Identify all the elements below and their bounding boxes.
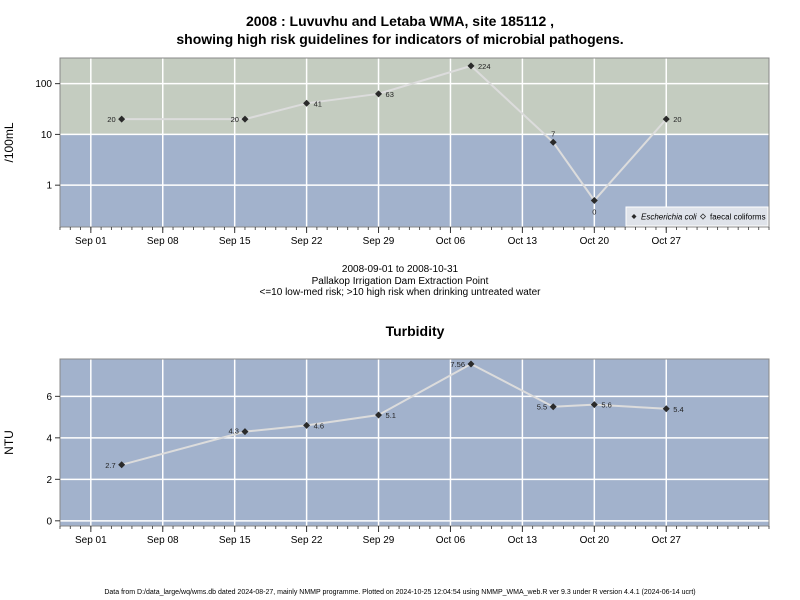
x-tick-label: Oct 20 xyxy=(580,236,610,247)
chart-title-line1: 2008 : Luvuvhu and Letaba WMA, site 1851… xyxy=(245,13,555,29)
legend-label-faecal: faecal coliforms xyxy=(710,213,766,222)
data-point xyxy=(549,403,557,411)
x-tick-label: Oct 20 xyxy=(580,535,610,546)
x-tick-label: Oct 13 xyxy=(508,236,538,247)
data-point xyxy=(467,62,475,70)
x-tick-label: Sep 08 xyxy=(147,535,179,546)
x-tick-label: Oct 06 xyxy=(436,236,466,247)
x-tick-label: Sep 29 xyxy=(363,535,395,546)
y-tick-label: 100 xyxy=(35,79,52,90)
x-tick-label: Sep 15 xyxy=(219,236,251,247)
data-label: 2.7 xyxy=(105,461,115,470)
data-label: 5.5 xyxy=(537,403,547,412)
plot-background xyxy=(60,359,769,526)
chart-title-line2: showing high risk guidelines for indicat… xyxy=(176,31,624,47)
x-tick-label: Oct 06 xyxy=(436,535,466,546)
data-point xyxy=(118,115,126,123)
turbidity-chart: Sep 01 Sep 08 Sep 15 Sep 22 Sep 29 Oct 06 Oct … xyxy=(2,323,770,546)
data-label: 5.1 xyxy=(386,411,396,420)
data-point xyxy=(303,99,311,107)
legend-box xyxy=(625,206,769,227)
x-tick-label: Sep 08 xyxy=(147,236,179,247)
series-line xyxy=(121,64,667,203)
data-label: 7.56 xyxy=(450,360,465,369)
x-tick-label: Sep 22 xyxy=(291,236,323,247)
x-tick-label: Oct 13 xyxy=(508,535,538,546)
chart-title: Turbidity xyxy=(386,323,445,339)
data-point xyxy=(590,401,598,409)
y-axis-label: NTU xyxy=(2,430,16,455)
series-line xyxy=(121,362,667,466)
data-point xyxy=(303,421,311,429)
x-tick-label: Sep 01 xyxy=(75,535,107,546)
high-risk-band xyxy=(60,58,769,135)
y-tick-label: 6 xyxy=(46,392,52,403)
data-label: 7 xyxy=(551,129,555,138)
date-range-caption: 2008-09-01 to 2008-10-31 xyxy=(341,264,459,275)
data-label: 4.6 xyxy=(314,421,324,430)
data-label: 20 xyxy=(107,115,115,124)
x-tick-label: Oct 27 xyxy=(652,535,682,546)
x-tick-label: Oct 27 xyxy=(652,236,682,247)
data-label: 41 xyxy=(314,99,322,108)
data-label: 63 xyxy=(386,90,394,99)
data-label: 20 xyxy=(673,115,681,124)
data-point xyxy=(375,90,383,98)
y-tick-label: 4 xyxy=(46,433,52,444)
x-tick-label: Sep 22 xyxy=(291,535,323,546)
y-tick-label: 10 xyxy=(41,130,53,141)
plot-frame xyxy=(59,57,770,228)
x-tick-label: Sep 01 xyxy=(75,236,107,247)
data-point xyxy=(118,461,126,469)
data-label: 20 xyxy=(231,115,239,124)
data-point xyxy=(662,405,670,413)
y-tick-label: 0 xyxy=(46,516,52,527)
data-point xyxy=(467,360,475,368)
legend-label-ecoli: Escherichia coli xyxy=(641,213,697,222)
data-label: 5.6 xyxy=(601,401,611,410)
site-name-caption: Pallakop Irrigation Dam Extraction Point xyxy=(311,276,489,287)
y-tick-label: 2 xyxy=(46,475,52,486)
x-tick-label: Sep 15 xyxy=(219,535,251,546)
ecoli-chart: Sep 01 Sep 08 Sep 15 Sep 22 Sep 29 Oct 06 Oct … xyxy=(2,57,770,247)
y-tick-label: 1 xyxy=(46,181,52,192)
data-point xyxy=(590,196,598,204)
data-point xyxy=(549,138,557,146)
data-point xyxy=(241,115,249,123)
data-label: 4.3 xyxy=(229,427,239,436)
data-point xyxy=(375,411,383,419)
data-label: 0 xyxy=(592,207,596,216)
plot-frame xyxy=(59,358,770,527)
legend-marker-ecoli xyxy=(631,214,637,219)
risk-note-caption: <=10 low-med risk; >10 high risk when dr… xyxy=(259,287,541,298)
data-label: 5.4 xyxy=(673,405,683,414)
legend-marker-faecal xyxy=(699,213,707,220)
data-point xyxy=(241,428,249,436)
data-label: 224 xyxy=(478,62,491,71)
data-point xyxy=(662,115,670,123)
y-axis-label: /100mL xyxy=(2,122,16,162)
footer-note: Data from D:/data_large/wq/wms.db dated … xyxy=(104,589,696,596)
x-tick-label: Sep 29 xyxy=(363,236,395,247)
